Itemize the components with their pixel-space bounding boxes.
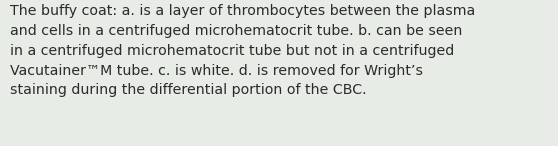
Text: The buffy coat: a. is a layer of thrombocytes between the plasma
and cells in a : The buffy coat: a. is a layer of thrombo… [10, 4, 475, 97]
